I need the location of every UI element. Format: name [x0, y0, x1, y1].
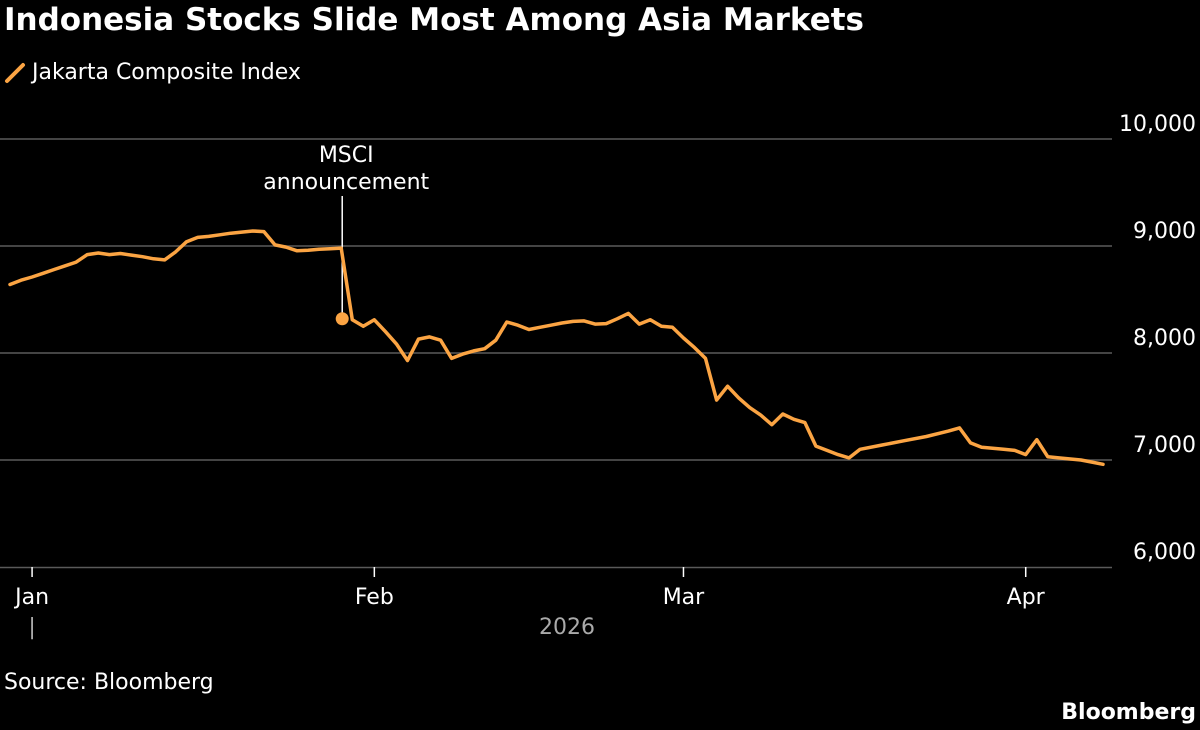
x-tick-label: Mar — [663, 585, 705, 610]
y-tick-label: 7,000 — [1133, 433, 1196, 458]
series-line-jakarta-composite-index — [8, 229, 1105, 467]
legend-label: Jakarta Composite Index — [32, 60, 301, 85]
grid-lines — [0, 138, 1112, 461]
legend: Jakarta Composite Index — [4, 60, 301, 85]
year-label: 2026 — [539, 615, 595, 640]
y-tick-label: 6,000 — [1133, 540, 1196, 565]
annotation-text: MSCI — [319, 143, 374, 168]
y-axis-tick-labels: 10,000 9,000 8,000 7,000 6,000 — [1119, 112, 1196, 565]
x-tick-label: Feb — [355, 585, 394, 610]
x-axis: Jan Feb Mar Apr | 2026 — [0, 566, 1112, 640]
y-tick-label: 8,000 — [1133, 326, 1196, 351]
series-layer — [8, 229, 1105, 467]
y-tick-label: 9,000 — [1133, 219, 1196, 244]
annotation-marker — [335, 312, 349, 326]
source-note: Source: Bloomberg — [4, 670, 214, 695]
annotation-text: announcement — [263, 170, 429, 195]
y-tick-label: 10,000 — [1119, 112, 1196, 137]
legend-swatch-icon — [5, 62, 25, 83]
x-tick-label: Jan — [13, 585, 49, 610]
brand-logo: Bloomberg — [1061, 700, 1196, 725]
year-marker: | — [28, 615, 35, 640]
chart-title: Indonesia Stocks Slide Most Among Asia M… — [4, 2, 865, 38]
x-tick-label: Apr — [1007, 585, 1046, 610]
